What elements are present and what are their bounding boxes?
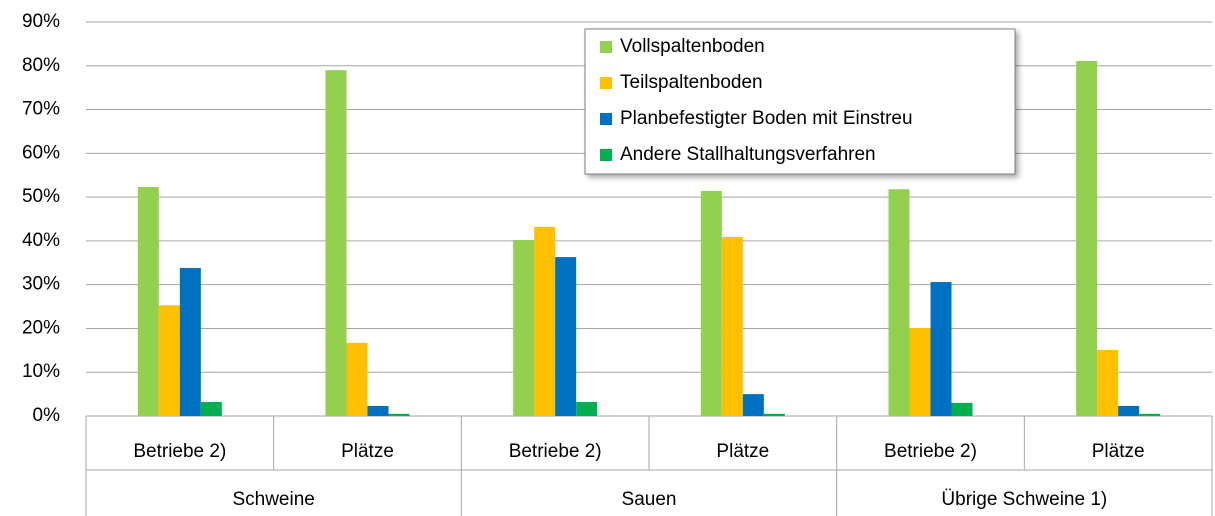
legend-label: Andere Stallhaltungsverfahren [620, 144, 876, 165]
bar [888, 189, 910, 416]
x-tick-label: Plätze [716, 441, 769, 462]
bar [555, 257, 577, 416]
bar [1076, 60, 1098, 417]
bar [576, 401, 598, 416]
bar [951, 402, 973, 416]
legend-box [584, 28, 1016, 175]
y-tick-label: 20% [22, 317, 60, 338]
y-tick-label: 80% [22, 55, 60, 76]
bar [700, 190, 722, 416]
group-label: Übrige Schweine 1) [941, 489, 1107, 510]
bar [346, 342, 368, 416]
bar [367, 405, 389, 416]
x-tick-label: Plätze [341, 441, 394, 462]
y-tick-label: 10% [22, 361, 60, 382]
bar [930, 282, 952, 416]
legend-swatch [600, 77, 612, 89]
legend-label: Planbefestigter Boden mit Einstreu [620, 108, 913, 129]
bar [137, 187, 159, 416]
x-tick-label: Betriebe 2) [884, 441, 977, 462]
legend-swatch [600, 149, 612, 161]
legend-swatch [600, 113, 612, 125]
x-tick-label: Plätze [1092, 441, 1145, 462]
bar [158, 305, 180, 416]
y-tick-label: 40% [22, 230, 60, 251]
bar [909, 328, 931, 416]
legend: Vollspaltenboden Teilspaltenboden Planbefe… [584, 28, 1016, 175]
y-tick-label: 30% [22, 274, 60, 295]
y-tick-label: 60% [22, 142, 60, 163]
bar [721, 236, 743, 416]
y-tick-label: 0% [33, 405, 61, 426]
bar [513, 240, 535, 416]
bar [200, 401, 222, 416]
bar [763, 413, 785, 416]
y-tick-label: 70% [22, 99, 60, 120]
y-tick-label: 50% [22, 186, 60, 207]
bar [534, 226, 556, 416]
legend-swatch [600, 41, 612, 53]
x-tick-label: Betriebe 2) [133, 441, 226, 462]
group-label: Sauen [622, 489, 677, 510]
bar [179, 268, 201, 416]
x-tick-label: Betriebe 2) [509, 441, 602, 462]
bar [1139, 413, 1161, 416]
bar [388, 413, 410, 416]
y-tick-label: 90% [22, 11, 60, 32]
bar [325, 70, 347, 417]
bar [1118, 405, 1140, 416]
legend-label: Vollspaltenboden [620, 36, 765, 57]
legend-label: Teilspaltenboden [620, 72, 763, 93]
group-label: Schweine [232, 489, 314, 510]
bar [1097, 349, 1119, 416]
bar [742, 394, 764, 416]
